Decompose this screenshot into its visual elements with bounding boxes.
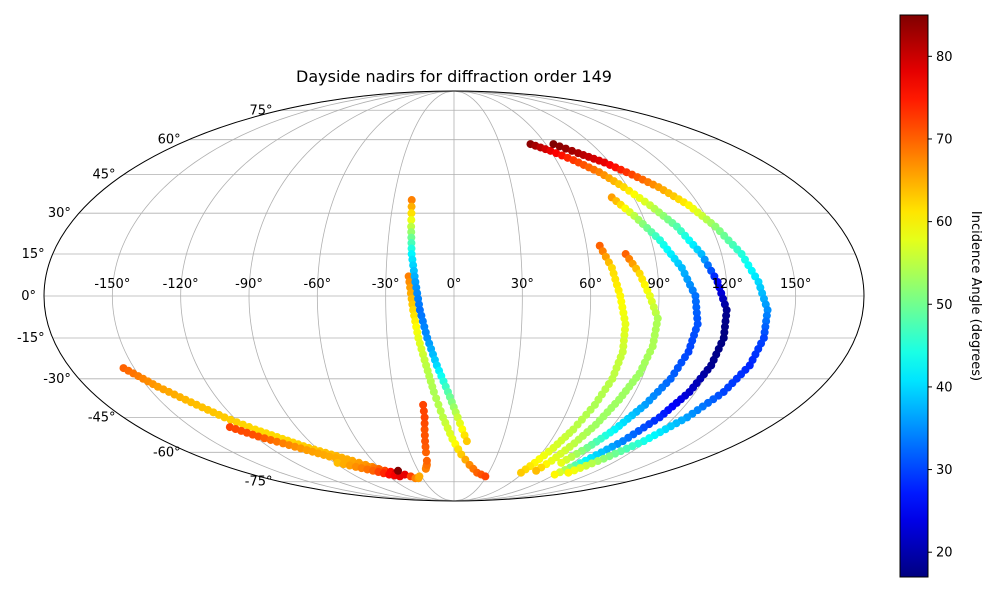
longitude-tick-label: 0°: [447, 277, 462, 292]
colorbar-tick-label: 30: [936, 463, 953, 478]
longitude-tick-label: 60°: [579, 277, 602, 292]
longitude-tick-label: 120°: [712, 277, 743, 292]
colorbar-tick-label: 60: [936, 215, 953, 230]
data-point: [238, 420, 247, 429]
scatter-points: [119, 140, 772, 483]
map-boundary: [43, 90, 865, 502]
colorbar-tick-label: 50: [936, 298, 953, 313]
latitude-tick-label: 45°: [93, 168, 116, 183]
data-point: [434, 400, 443, 409]
data-point: [532, 466, 541, 475]
data-point: [419, 400, 428, 409]
data-point: [260, 434, 269, 443]
data-point: [481, 472, 490, 481]
data-point: [420, 419, 429, 428]
longitude-tick-label: 150°: [780, 277, 811, 292]
colorbar-label: Incidence Angle (degrees): [968, 211, 983, 381]
latitude-tick-label: 60°: [158, 133, 181, 148]
longitude-tick-label: -120°: [163, 277, 199, 292]
longitude-tick-label: 90°: [647, 277, 670, 292]
latitude-tick-labels: 75° 60° 45° 30° 15° 0° -15° -30° -45° -60° -75°: [17, 103, 273, 489]
latitude-tick-label: 30°: [48, 206, 71, 221]
colorbar-tick-label: 20: [936, 546, 953, 561]
data-point: [421, 437, 430, 446]
latitude-tick-label: -75°: [245, 475, 273, 490]
data-point: [422, 456, 431, 465]
data-point: [394, 466, 403, 475]
data-point: [407, 196, 416, 205]
colorbar-tick-label: 70: [936, 132, 953, 147]
data-point: [407, 202, 416, 211]
latitude-tick-label: -30°: [43, 372, 71, 387]
longitude-tick-label: -60°: [303, 277, 331, 292]
data-point: [325, 452, 334, 461]
data-point: [516, 468, 525, 477]
latitude-tick-label: 15°: [22, 247, 45, 262]
data-point: [266, 435, 275, 444]
data-point: [420, 413, 429, 422]
latitude-tick-label: 0°: [21, 289, 36, 304]
data-point: [432, 394, 441, 403]
data-point: [420, 431, 429, 440]
colorbar: 20 30 40 50 60 70 80 Incidence Angle (degrees): [899, 14, 983, 578]
data-point: [436, 407, 445, 416]
data-point: [462, 437, 471, 446]
data-point: [345, 461, 354, 470]
longitude-tick-label: -30°: [372, 277, 400, 292]
data-point: [232, 418, 241, 427]
data-point: [419, 407, 428, 416]
data-point: [339, 460, 348, 469]
data-point: [415, 472, 424, 481]
data-point: [429, 387, 438, 396]
colorbar-tick-label: 80: [936, 50, 953, 65]
data-point: [550, 470, 559, 479]
data-point: [567, 146, 576, 155]
data-point: [226, 415, 235, 424]
data-point: [407, 209, 416, 218]
longitude-tick-labels: -150° -120° -90° -60° -30° 0° 30° 60° 90° 120° 150…: [94, 277, 811, 292]
latitude-tick-label: -45°: [88, 410, 116, 425]
data-point: [555, 142, 564, 151]
chart-title: Dayside nadirs for diffraction order 149: [296, 67, 612, 86]
data-point: [272, 437, 281, 446]
data-point: [220, 413, 229, 422]
data-point: [254, 432, 263, 441]
colorbar-bar: [899, 14, 929, 578]
longitude-tick-label: 30°: [511, 277, 534, 292]
latitude-tick-label: -15°: [17, 331, 45, 346]
data-point: [549, 140, 558, 149]
longitude-tick-label: -90°: [235, 277, 263, 292]
data-point: [561, 144, 570, 153]
latitude-tick-label: 75°: [249, 103, 272, 118]
latitude-tick-label: -60°: [153, 445, 181, 460]
data-point: [564, 468, 573, 477]
colorbar-tick-label: 40: [936, 380, 953, 395]
colorbar-ticks: 20 30 40 50 60 70 80: [928, 50, 953, 561]
longitude-tick-label: -150°: [94, 277, 130, 292]
data-point: [420, 425, 429, 434]
data-point: [557, 458, 566, 467]
data-point: [407, 215, 416, 224]
data-point: [333, 458, 342, 467]
